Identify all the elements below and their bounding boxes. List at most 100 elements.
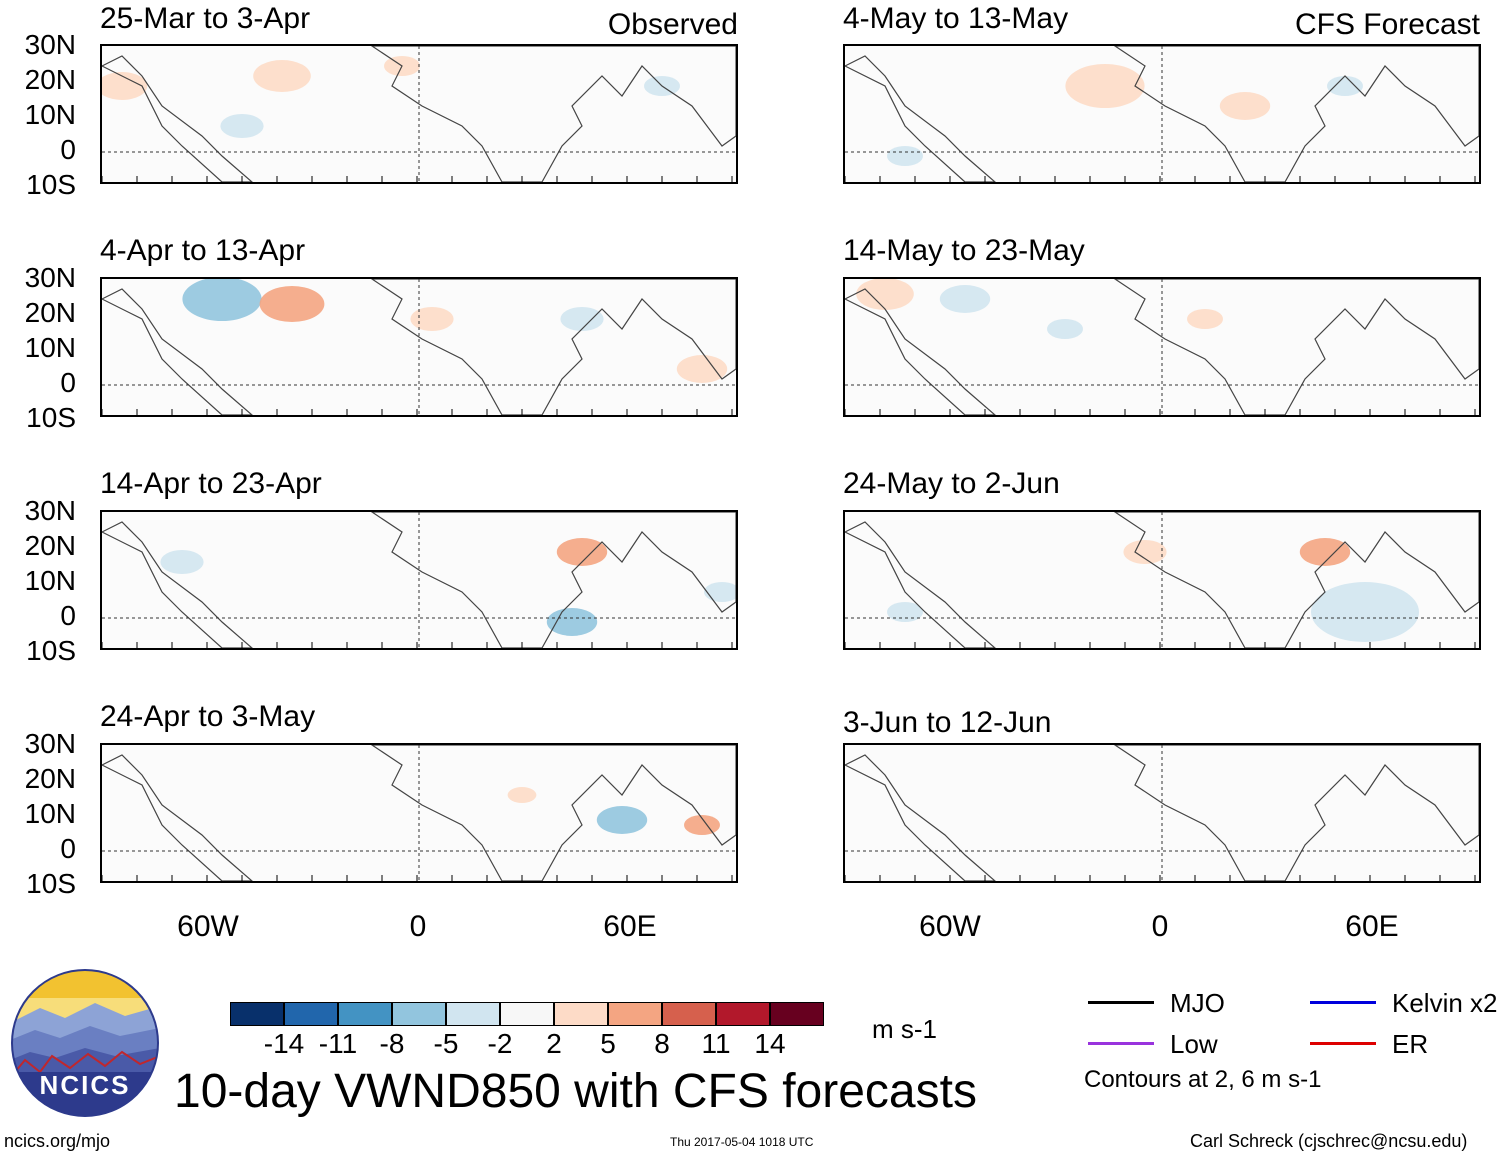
anomaly-shading: [556, 538, 608, 566]
lat-label: 20N: [24, 530, 76, 561]
lat-label: 20N: [24, 297, 76, 328]
map-plot: [102, 512, 736, 648]
colorbar-tick: -2: [487, 1028, 513, 1059]
anomaly-shading: [410, 307, 454, 331]
anomaly-shading: [676, 355, 728, 383]
anomaly-shading: [704, 582, 736, 602]
lon-label: 60W: [177, 910, 239, 943]
logo-text: NCICS: [39, 1070, 131, 1100]
lat-label: 10N: [24, 798, 76, 829]
anomaly-shading: [1311, 582, 1419, 642]
anomaly-shading: [856, 279, 914, 310]
colorbar-swatch: [446, 1002, 500, 1026]
anomaly-shading: [1299, 538, 1351, 566]
map-frame: [843, 44, 1481, 184]
map-frame: [100, 44, 738, 184]
colorbar-units: m s-1: [872, 1014, 937, 1044]
contours-note: Contours at 2, 6 m s-1: [1084, 1066, 1322, 1093]
anomaly-shading: [1327, 76, 1363, 96]
panel-date-range: 25-Mar to 3-Apr: [100, 2, 311, 35]
map-plot: [102, 745, 736, 881]
anomaly-shading: [887, 146, 923, 166]
colorbar-tick: 14: [754, 1028, 786, 1059]
panel-date-range: 4-May to 13-May: [843, 2, 1069, 35]
lon-label: 0: [1151, 910, 1169, 943]
legend-line-kelvin: [1310, 1001, 1376, 1004]
anomaly-shading: [1187, 309, 1223, 329]
coastline: [102, 46, 736, 182]
map-frame: [843, 743, 1481, 883]
colorbar-tick: 5: [600, 1028, 616, 1059]
map-plot: [845, 46, 1479, 182]
anomaly-shading: [253, 60, 311, 92]
lat-label: 30N: [24, 29, 76, 60]
anomaly-shading: [887, 602, 923, 622]
colorbar-swatch: [284, 1002, 338, 1026]
lat-label: 20N: [24, 763, 76, 794]
colorbar-swatch: [608, 1002, 662, 1026]
lon-label: 60E: [1345, 910, 1399, 943]
footer-url[interactable]: ncics.org/mjo: [4, 1131, 111, 1151]
panel-date-range: 24-Apr to 3-May: [100, 700, 316, 733]
lat-label: 10S: [26, 169, 76, 200]
lat-label: 10N: [24, 99, 76, 130]
lon-label: 60E: [603, 910, 657, 943]
coastline: [102, 512, 736, 648]
footer-credit: Carl Schreck (cjschrec@ncsu.edu): [1190, 1131, 1468, 1151]
anomaly-shading: [596, 806, 648, 834]
colorbar-swatch: [338, 1002, 392, 1026]
colorbar-swatch: [716, 1002, 770, 1026]
panel-date-range: 3-Jun to 12-Jun: [843, 706, 1052, 739]
legend-label-low: Low: [1170, 1029, 1218, 1059]
panel-date-range: 4-Apr to 13-Apr: [100, 234, 306, 267]
coastline: [845, 512, 1479, 648]
colorbar-tick: -14: [263, 1028, 305, 1059]
colorbar-tick: 2: [546, 1028, 562, 1059]
legend-label-kelvin: Kelvin x2: [1392, 988, 1498, 1018]
colorbar-swatch: [500, 1002, 554, 1026]
map-frame: [100, 510, 738, 650]
lat-label: 0: [60, 134, 76, 165]
colorbar-swatch: [554, 1002, 608, 1026]
map-plot: [845, 279, 1479, 415]
main-title: 10-day VWND850 with CFS forecasts: [174, 1065, 977, 1118]
ncics-logo: NCICS: [10, 968, 160, 1118]
lat-label: 30N: [24, 495, 76, 526]
colorbar-tick: -5: [433, 1028, 459, 1059]
lon-label: 0: [409, 910, 427, 943]
coastline: [845, 279, 1479, 415]
anomaly-shading: [160, 550, 204, 574]
map-plot: [845, 512, 1479, 648]
lat-label: 0: [60, 367, 76, 398]
colorbar-swatch: [392, 1002, 446, 1026]
anomaly-shading: [182, 279, 262, 321]
legend-label-mjo: MJO: [1170, 988, 1225, 1018]
map-frame: [100, 277, 738, 417]
map-frame: [100, 743, 738, 883]
observed-label: Observed: [607, 8, 738, 41]
anomaly-shading: [546, 608, 598, 636]
colorbar-swatch: [770, 1002, 824, 1026]
lat-label: 30N: [24, 728, 76, 759]
map-plot: [845, 745, 1479, 881]
coastline: [102, 745, 736, 881]
anomaly-shading: [259, 286, 325, 322]
colorbar-swatch: [230, 1002, 284, 1026]
lat-label: 10N: [24, 565, 76, 596]
map-frame: [843, 277, 1481, 417]
legend-line-low: [1088, 1042, 1154, 1045]
panel-date-range: 14-Apr to 23-Apr: [100, 467, 322, 500]
lat-label: 30N: [24, 262, 76, 293]
legend-line-er: [1310, 1042, 1376, 1045]
lat-label: 20N: [24, 64, 76, 95]
anomaly-shading: [220, 114, 264, 138]
lat-label: 10S: [26, 868, 76, 899]
lat-label: 10S: [26, 635, 76, 666]
panel-date-range: 14-May to 23-May: [843, 234, 1085, 267]
cfs-forecast-label: CFS Forecast: [1294, 8, 1480, 41]
anomaly-shading: [939, 285, 991, 313]
map-plot: [102, 279, 736, 415]
footer-timestamp: Thu 2017-05-04 1018 UTC: [670, 1135, 814, 1149]
lat-label: 10S: [26, 402, 76, 433]
colorbar-swatch: [662, 1002, 716, 1026]
